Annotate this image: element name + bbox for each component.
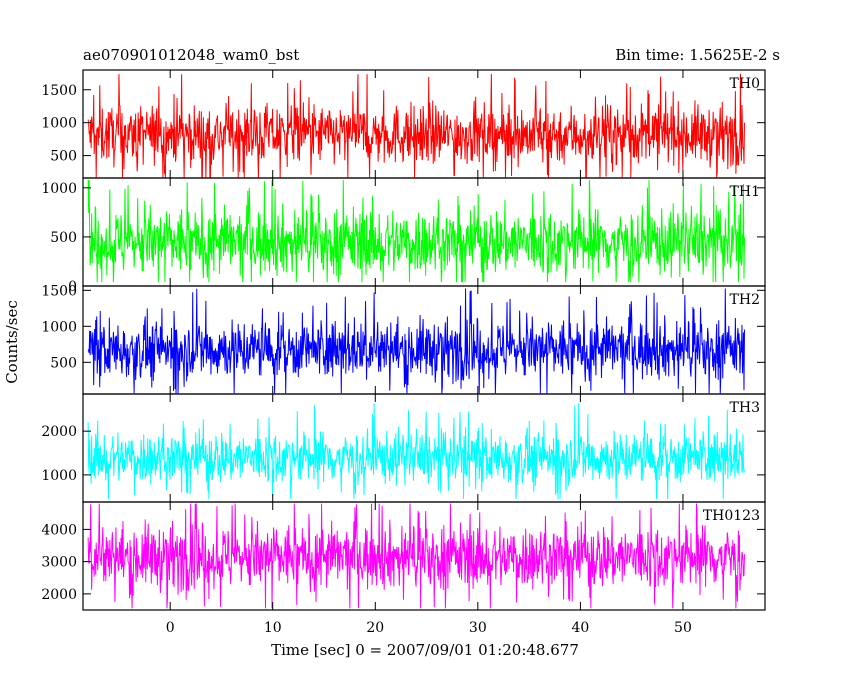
panel-label-th0123: TH0123 (703, 508, 760, 524)
series-th1 (87, 179, 745, 283)
x-axis-label: Time [sec] 0 = 2007/09/01 01:20:48.677 (271, 641, 579, 659)
panel-th0: 500 1000 1500 TH0 (41, 69, 766, 179)
panel-label-th1: TH1 (730, 184, 760, 200)
y-tick-label: 500 (50, 149, 77, 165)
y-tick-label: 1500 (41, 83, 77, 99)
y-tick-label: 1500 (41, 283, 77, 299)
y-tick-label: 1000 (41, 181, 77, 197)
x-tick-label: 50 (674, 620, 692, 636)
y-tick-label: 2000 (41, 587, 77, 603)
y-tick-label: 1000 (41, 468, 77, 484)
y-tick-label: 500 (50, 355, 77, 371)
panel-label-th2: TH2 (730, 292, 760, 308)
x-tick-label: 40 (571, 620, 589, 636)
y-axis-label: Counts/sec (3, 300, 21, 384)
panel-th1: 0 500 1000 TH1 (41, 177, 766, 295)
x-tick-label: 20 (366, 620, 384, 636)
y-tick-label: 4000 (41, 522, 77, 538)
y-tick-label: 3000 (41, 555, 77, 571)
panel-th3: 1000 2000 TH3 (41, 393, 766, 503)
y-tick-label: 500 (50, 230, 77, 246)
y-tick-label: 2000 (41, 424, 77, 440)
x-tick-label: 30 (469, 620, 487, 636)
x-tick-label: 0 (166, 620, 175, 636)
panel-th2: 500 1000 1500 TH2 (41, 283, 766, 395)
y-tick-label: 1000 (41, 319, 77, 335)
series-th0 (87, 73, 745, 178)
panel-th0123: 2000 3000 4000 TH0123 (41, 501, 766, 611)
figure-title: ae070901012048_wam0_bst (83, 46, 299, 64)
series-th3 (87, 402, 745, 499)
panel-frame (82, 501, 766, 611)
panel-label-th0: TH0 (730, 76, 760, 92)
panel-label-th3: TH3 (730, 400, 760, 416)
y-tick-label: 1000 (41, 116, 77, 132)
x-axis: 0 10 20 30 40 50 (166, 620, 692, 636)
panels: 500 1000 1500 TH0 0 500 1000 TH1 500 1000 1500 TH2 1… (41, 69, 766, 611)
x-tick-label: 10 (264, 620, 282, 636)
series-th2 (87, 288, 745, 394)
bin-time-label: Bin time: 1.5625E-2 s (615, 46, 780, 64)
y-tick-label: 0 (68, 279, 77, 295)
series-th0123 (87, 503, 745, 609)
